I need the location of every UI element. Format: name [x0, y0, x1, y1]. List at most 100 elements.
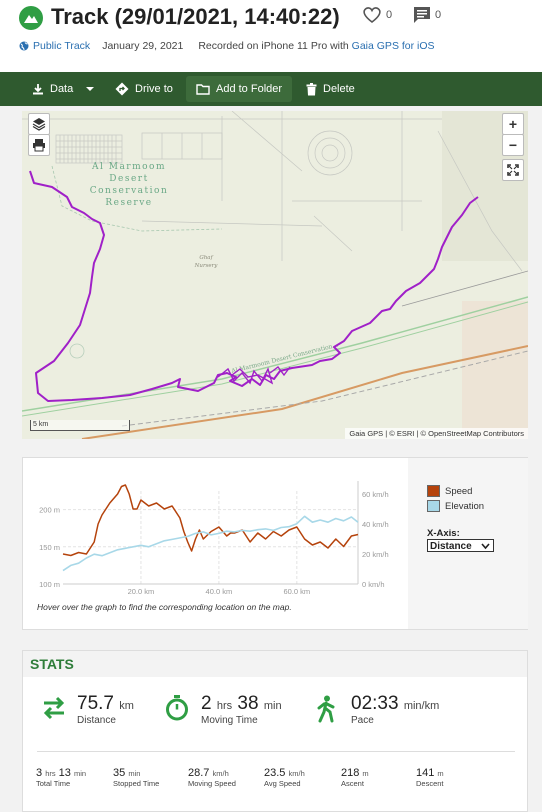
elevation-speed-chart-panel: 200 m 150 m 100 m 60 km/h 40 km/h 20 km/h 0 km… [22, 457, 528, 630]
add-to-folder-label: Add to Folder [216, 83, 283, 95]
like-count: 0 [386, 9, 393, 21]
legend-elevation[interactable]: Elevation [427, 500, 484, 512]
stopped-unit: min [128, 769, 141, 778]
y-right-tick-label: 40 km/h [362, 520, 389, 529]
comment-count: 0 [435, 9, 442, 21]
ascent-stat: 218 m Ascent [341, 767, 369, 788]
moving-time-label: Moving Time [201, 715, 258, 726]
app-link[interactable]: Gaia GPS for iOS [351, 40, 435, 52]
track-meta: Public Track January 29, 2021 Recorded o… [19, 40, 435, 52]
avg-speed-stat: 23.5 km/h Avg Speed [264, 767, 305, 788]
data-dropdown-button[interactable]: Data [32, 72, 95, 106]
total-hrs-unit: hrs [45, 769, 56, 778]
chevron-down-icon [481, 543, 490, 550]
legend-speed[interactable]: Speed [427, 485, 472, 497]
print-button[interactable] [28, 134, 50, 156]
fullscreen-icon [507, 164, 519, 176]
distance-value: 75.7 [77, 693, 114, 714]
x-tick-label: 20.0 km [128, 587, 155, 596]
descent-unit: m [437, 769, 444, 778]
track-header: Track (29/01/2021, 14:40:22) 0 0 Public … [0, 0, 542, 72]
delete-label: Delete [323, 83, 355, 95]
stats-panel: STATS 75.7 km Distance 2 hrs 38 min Movi… [22, 650, 528, 812]
layers-button[interactable] [28, 113, 50, 135]
visibility-label: Public Track [33, 40, 91, 52]
y-left-tick-label: 100 m [39, 580, 60, 589]
legend-elevation-label: Elevation [445, 500, 485, 512]
printer-icon [33, 139, 45, 152]
moving-min-unit: min [263, 700, 282, 712]
like-button[interactable]: 0 [362, 6, 392, 24]
moving-hrs-unit: hrs [216, 700, 233, 712]
y-right-tick-label: 20 km/h [362, 550, 389, 559]
y-left-tick-label: 150 m [39, 543, 60, 552]
y-right-tick-label: 60 km/h [362, 490, 389, 499]
data-label: Data [50, 83, 74, 95]
series-line-elevation [62, 515, 359, 572]
track-date: January 29, 2021 [102, 40, 184, 52]
xaxis-select[interactable]: Distance [427, 539, 494, 552]
walking-person-icon [317, 695, 335, 723]
zoom-in-button[interactable]: + [502, 113, 524, 135]
track-type-icon [19, 6, 43, 30]
y-right-tick-label: 0 km/h [362, 580, 385, 589]
action-toolbar: Data Drive to Add to Folder Delete [0, 72, 542, 106]
moving-speed-unit: km/h [212, 769, 229, 778]
descent-stat: 141 m Descent [416, 767, 444, 788]
track-map[interactable]: Al Marmoom Desert Conservation Reserve G… [22, 111, 528, 439]
stats-heading: STATS [30, 656, 74, 672]
pace-value: 02:33 [351, 693, 399, 714]
place-label-line4: Reserve [105, 198, 152, 208]
legend-speed-label: Speed [445, 485, 473, 497]
comment-icon [414, 7, 430, 23]
delete-button[interactable]: Delete [306, 72, 355, 106]
directions-icon [115, 82, 129, 96]
pace-label: Pace [351, 715, 374, 726]
total-min-value: 13 [58, 767, 71, 779]
y-left-tick-label: 200 m [39, 506, 60, 515]
visibility-status[interactable]: Public Track [19, 40, 90, 52]
caret-down-icon [86, 87, 95, 91]
descent-label: Descent [416, 779, 444, 788]
place-label-line1: Al Marmoom [91, 162, 166, 172]
xaxis-select-label: X-Axis: [427, 528, 460, 539]
avg-speed-unit: km/h [288, 769, 305, 778]
avg-speed-value: 23.5 [264, 767, 286, 779]
moving-hrs-value: 2 [201, 693, 212, 714]
stats-header: STATS [23, 651, 527, 677]
nursery-label-line1: Ghaf [199, 255, 213, 261]
add-to-folder-button[interactable]: Add to Folder [186, 76, 293, 102]
track-path [29, 170, 479, 402]
ascent-value: 218 [341, 767, 360, 779]
drive-to-label: Drive to [135, 83, 173, 95]
folder-icon [196, 84, 210, 95]
globe-icon [19, 41, 29, 51]
descent-value: 141 [416, 767, 435, 779]
stopped-time-stat: 35 min Stopped Time [113, 767, 159, 788]
ascent-unit: m [362, 769, 369, 778]
zoom-out-button[interactable]: − [502, 134, 524, 156]
stats-divider [37, 751, 515, 752]
stopwatch-icon [166, 695, 188, 721]
trash-icon [306, 82, 317, 95]
stopped-time-label: Stopped Time [113, 779, 160, 788]
x-tick-label: 40.0 km [206, 587, 233, 596]
ascent-label: Ascent [341, 779, 364, 788]
total-time-label: Total Time [36, 779, 71, 788]
place-label-line3: Conservation [90, 186, 169, 196]
layers-icon [32, 118, 46, 131]
fullscreen-button[interactable] [502, 159, 524, 181]
comment-button[interactable]: 0 [413, 6, 441, 24]
avg-speed-label: Avg Speed [264, 779, 301, 788]
download-icon [33, 84, 43, 95]
distance-label: Distance [77, 715, 116, 726]
drive-to-button[interactable]: Drive to [115, 72, 173, 106]
place-label-line2: Desert [109, 174, 148, 184]
xaxis-select-value: Distance [430, 541, 472, 552]
x-tick-label: 60.0 km [283, 587, 310, 596]
page-title: Track (29/01/2021, 14:40:22) [51, 4, 340, 29]
moving-min-value: 38 [237, 693, 259, 714]
distance-unit: km [119, 700, 134, 712]
map-canvas: Al Marmoom Desert Conservation Reserve G… [22, 111, 528, 439]
elevation-speed-chart[interactable]: 200 m 150 m 100 m 60 km/h 40 km/h 20 km/h 0 km… [23, 458, 408, 629]
